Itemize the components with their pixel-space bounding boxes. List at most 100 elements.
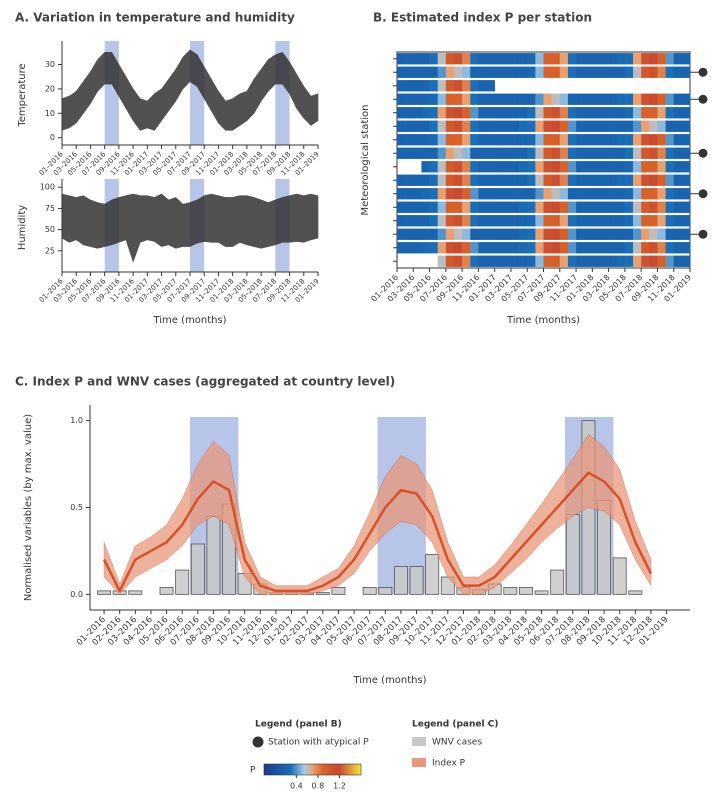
heat-cell <box>486 201 495 213</box>
heat-cell <box>405 188 414 200</box>
heat-cell <box>453 188 463 200</box>
heat-cell <box>478 80 487 92</box>
x-axis-label: Time (months) <box>506 315 580 326</box>
heat-cell <box>681 201 691 213</box>
heat-cell <box>559 228 569 240</box>
heat-cell <box>576 242 585 254</box>
heat-cell <box>502 242 512 254</box>
heat-cell <box>510 120 520 132</box>
heat-cell <box>453 120 463 132</box>
heat-cell <box>462 107 471 119</box>
heat-cell <box>413 80 422 92</box>
heat-cell <box>535 93 544 105</box>
atypical-station <box>698 148 708 158</box>
heat-cell <box>486 120 495 132</box>
heat-cell <box>600 120 609 132</box>
x-axis-label: Time (months) <box>352 675 426 686</box>
heat-cell <box>624 228 634 240</box>
heat-cell <box>494 201 504 213</box>
heat-cell <box>681 120 691 132</box>
y-tick-label: 75 <box>45 204 55 213</box>
heat-cell <box>600 66 609 78</box>
heat-cell <box>405 120 414 132</box>
heat-cell <box>584 188 593 200</box>
case-bar <box>518 587 533 595</box>
heat-cell <box>567 188 577 200</box>
heat-cell <box>519 242 528 254</box>
heat-cell <box>478 107 487 119</box>
heat-cell <box>551 107 561 119</box>
heat-cell <box>681 255 691 267</box>
heat-cell <box>478 66 487 78</box>
heat-cell <box>535 215 544 227</box>
heat-cell <box>429 120 438 132</box>
heat-cell <box>470 93 479 105</box>
heat-cell <box>510 66 520 78</box>
x-axis-label: Time (months) <box>152 315 226 326</box>
heat-cell <box>535 242 544 254</box>
y-tick-label: 100 <box>40 183 55 192</box>
heat-cell <box>567 53 577 65</box>
heat-cell <box>649 242 658 254</box>
heat-cell <box>567 161 577 173</box>
heat-cell <box>616 66 626 78</box>
heat-cell <box>616 242 626 254</box>
heat-cell <box>624 255 634 267</box>
heat-cell <box>421 134 430 146</box>
heat-cell <box>673 53 683 65</box>
heat-cell <box>551 134 561 146</box>
heat-cell <box>576 66 585 78</box>
case-bar <box>628 590 643 595</box>
heat-cell <box>519 53 528 65</box>
heat-cell <box>633 228 642 240</box>
case-bar <box>425 554 440 595</box>
heat-cell <box>576 188 585 200</box>
heat-cell <box>616 255 626 267</box>
heat-cell <box>519 93 528 105</box>
heat-cell <box>657 134 666 146</box>
heat-cell <box>413 134 422 146</box>
heat-cell <box>510 215 520 227</box>
heat-cell <box>608 188 618 200</box>
colorbar-tick-label: 0.4 <box>290 782 303 791</box>
heat-cell <box>470 161 479 173</box>
heat-cell <box>657 120 666 132</box>
heat-cell <box>559 120 569 132</box>
heat-cell <box>665 120 675 132</box>
heat-cell <box>633 107 642 119</box>
heat-cell <box>510 174 520 186</box>
heat-cell <box>551 228 561 240</box>
heat-cell <box>665 134 675 146</box>
heat-cell <box>567 201 577 213</box>
heat-cell <box>510 255 520 267</box>
heat-cell <box>453 66 463 78</box>
heat-cell <box>421 93 430 105</box>
heat-cell <box>567 66 577 78</box>
heat-cell <box>592 107 601 119</box>
heat-cell <box>437 215 447 227</box>
heat-cell <box>470 201 479 213</box>
heat-cell <box>559 255 569 267</box>
heat-cell <box>673 174 683 186</box>
heat-cell <box>559 134 569 146</box>
heat-cell <box>551 120 561 132</box>
heat-cell <box>535 201 544 213</box>
heat-cell <box>413 188 422 200</box>
heat-cell <box>624 215 634 227</box>
heat-cell <box>486 255 495 267</box>
heat-cell <box>551 201 561 213</box>
heat-cell <box>405 80 414 92</box>
heat-cell <box>543 215 552 227</box>
heat-cell <box>462 215 471 227</box>
heat-cell <box>567 93 577 105</box>
heat-cell <box>405 147 414 159</box>
heat-cell <box>616 134 626 146</box>
heat-cell <box>470 53 479 65</box>
heat-cell <box>600 93 609 105</box>
heat-cell <box>608 134 618 146</box>
heat-cell <box>397 80 406 92</box>
heat-cell <box>462 188 471 200</box>
heat-cell <box>641 107 650 119</box>
heat-cell <box>543 107 552 119</box>
heat-cell <box>429 134 438 146</box>
